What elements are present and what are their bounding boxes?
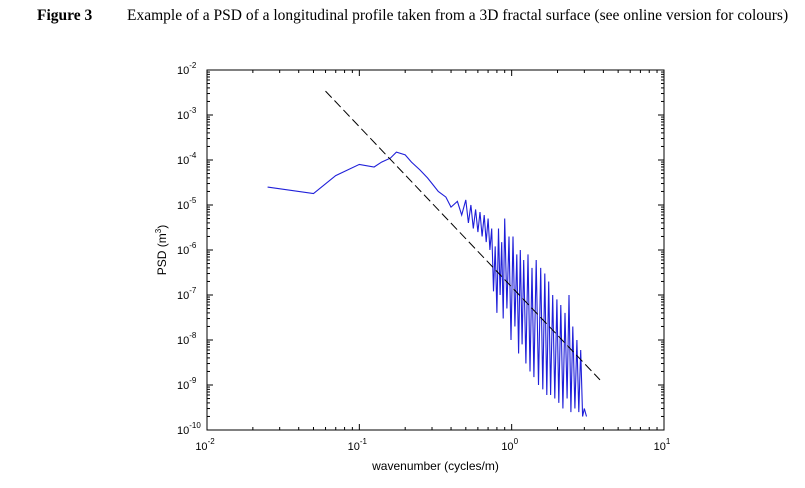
y-tick-label-base: 10	[177, 425, 189, 437]
y-tick-label-exponent: -8	[189, 331, 197, 340]
psd-series-line	[267, 151, 588, 417]
y-tick-label-exponent: -4	[189, 151, 197, 160]
y-tick-label: 10-3	[177, 106, 197, 122]
y-tick-label-base: 10	[177, 335, 189, 347]
y-tick-label-base: 10	[177, 290, 189, 302]
y-tick-label: 10-4	[177, 151, 197, 167]
figure-caption-text: Example of a PSD of a longitudinal profi…	[127, 7, 789, 24]
tick-labels: 10-2 10-1 100 10110-210-310-410-510-610-710…	[177, 61, 671, 453]
y-tick-label-exponent: -5	[189, 196, 197, 205]
y-tick-label: 10-6	[177, 241, 197, 257]
y-tick-label: 10-10	[177, 421, 201, 437]
y-axis-label: PSD (m3)	[154, 225, 169, 275]
x-tick-label: 10-1	[348, 437, 368, 453]
y-tick-label-base: 10	[177, 200, 189, 212]
y-tick-label: 10-7	[177, 286, 197, 302]
x-tick-label-base: 10	[195, 441, 207, 453]
plot-series	[267, 90, 601, 417]
y-tick-label: 10-9	[177, 376, 197, 392]
tick-marks	[206, 70, 664, 431]
y-tick-label-base: 10	[177, 155, 189, 167]
y-tick-label-base: 10	[177, 65, 189, 77]
x-tick-label: 101	[654, 437, 671, 453]
y-tick-label-exponent: -7	[189, 286, 197, 295]
x-tick-label-exponent: 0	[514, 437, 519, 446]
y-tick-label: 10-5	[177, 196, 197, 212]
y-tick-label-exponent: -2	[189, 61, 197, 70]
y-tick-label-exponent: -9	[189, 376, 197, 385]
x-tick-label-exponent: -1	[360, 437, 368, 446]
y-axis-label-base: PSD (m	[155, 233, 169, 275]
figure-label: Figure 3	[37, 7, 93, 24]
x-tick-label-exponent: 1	[666, 437, 671, 446]
y-tick-label-base: 10	[177, 380, 189, 392]
x-tick-label-base: 10	[501, 441, 513, 453]
x-axis-label: wavenumber (cycles/m)	[371, 459, 499, 473]
plot-frame	[206, 69, 665, 431]
x-tick-label: 10-2	[195, 437, 215, 453]
x-tick-label-base: 10	[348, 441, 360, 453]
y-axis-label-exponent: 3	[154, 228, 163, 233]
x-tick-label-base: 10	[654, 441, 666, 453]
y-tick-label: 10-2	[177, 61, 197, 77]
y-tick-label-exponent: -3	[189, 106, 197, 115]
y-tick-label-exponent: -6	[189, 241, 197, 250]
y-tick-label-base: 10	[177, 110, 189, 122]
x-tick-label-exponent: -2	[208, 437, 216, 446]
y-tick-label-exponent: -10	[189, 421, 201, 430]
y-axis-label-close: )	[155, 225, 169, 229]
y-tick-label: 10-8	[177, 331, 197, 347]
x-tick-label: 100	[501, 437, 518, 453]
y-tick-label-base: 10	[177, 245, 189, 257]
fit-line-dashed	[325, 90, 601, 381]
